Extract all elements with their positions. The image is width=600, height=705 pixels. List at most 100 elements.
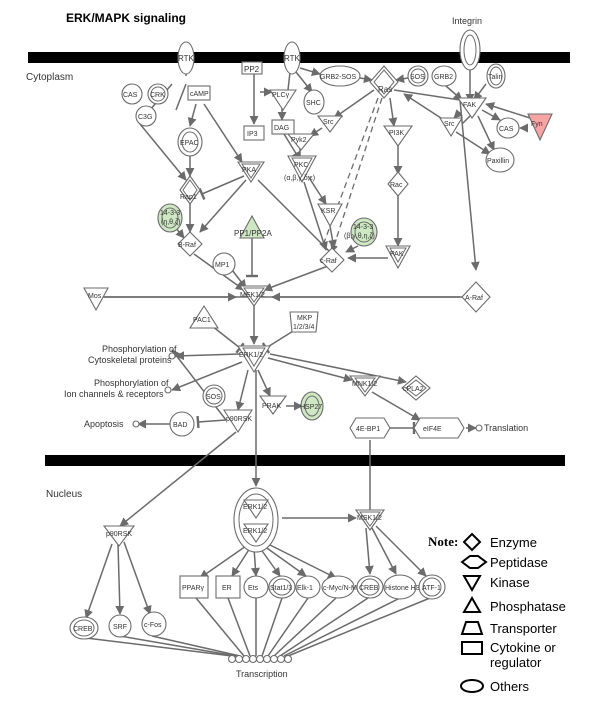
- node-14-3-3-a[interactable]: 14-3-3 (η,θ,ζ): [157, 203, 183, 233]
- node-histone-h3[interactable]: Histone H3: [383, 574, 420, 600]
- node-p90rsk[interactable]: p90RSK: [222, 409, 254, 434]
- node-4e-bp1[interactable]: 4E-BP1: [349, 417, 391, 439]
- node-grb2-sos[interactable]: GRB2-SOS: [319, 65, 361, 87]
- node-mkp[interactable]: MKP 1/2/3/4: [289, 311, 319, 333]
- node-srf[interactable]: SRF: [108, 614, 132, 638]
- node-rtk-1[interactable]: RTK: [177, 41, 195, 75]
- node-camp[interactable]: cAMP: [187, 85, 211, 101]
- transcription-node[interactable]: Transcription: [227, 654, 293, 680]
- svg-text:CAS: CAS: [499, 126, 514, 133]
- node-creb-2[interactable]: CREB: [356, 575, 384, 599]
- node-creb-1[interactable]: CREB: [69, 616, 99, 640]
- node-talin[interactable]: Talin: [486, 63, 506, 89]
- node-integrin[interactable]: Integrin: [452, 16, 482, 71]
- node-rap1[interactable]: Rap1: [179, 175, 201, 205]
- node-14-3-3-b[interactable]: 14-3-3 (β,γ,θ,η,ζ): [344, 217, 378, 247]
- node-sos[interactable]: SOS: [407, 65, 429, 87]
- node-pka[interactable]: PKA: [236, 161, 266, 184]
- node-pac1[interactable]: PAC1: [188, 304, 220, 329]
- node-mek1-2[interactable]: MEK1/2: [238, 285, 270, 307]
- svg-text:PKA: PKA: [242, 167, 256, 174]
- node-dag[interactable]: DAG: [271, 119, 295, 135]
- node-grb2[interactable]: GRB2: [431, 65, 457, 87]
- node-shc[interactable]: SHC: [303, 89, 325, 115]
- node-fyn[interactable]: Fyn: [527, 113, 553, 142]
- node-pp1-pp2a[interactable]: PP1/PP2A: [234, 214, 272, 239]
- svg-text:FAK: FAK: [463, 102, 477, 109]
- node-rtk-2[interactable]: RTK: [283, 41, 301, 75]
- svg-text:CAS: CAS: [123, 92, 138, 99]
- svg-text:CREB: CREB: [73, 626, 93, 633]
- node-c-myc[interactable]: c-Myc/N-Myc: [321, 575, 364, 599]
- svg-text:Paxillin: Paxillin: [487, 158, 509, 165]
- node-rac[interactable]: Rac: [387, 171, 409, 197]
- svg-text:Translation: Translation: [484, 423, 528, 433]
- node-stat1-3[interactable]: Stat1/3: [268, 575, 296, 599]
- node-ets[interactable]: Ets: [243, 575, 269, 599]
- svg-text:c-Myc/N-Myc: c-Myc/N-Myc: [323, 585, 364, 592]
- node-epac[interactable]: EPAC: [177, 127, 203, 157]
- node-fak[interactable]: FAK: [456, 97, 488, 119]
- node-mp1[interactable]: MP1: [212, 252, 236, 276]
- svg-text:Histone H3: Histone H3: [385, 585, 420, 592]
- node-plcg[interactable]: PLCγ: [268, 89, 298, 112]
- node-prak[interactable]: PRAK: [258, 395, 288, 415]
- node-pyk2[interactable]: Pyk2: [286, 133, 316, 151]
- node-pp2[interactable]: PP2: [241, 61, 263, 75]
- node-msk1-2[interactable]: MSK1/2: [354, 509, 386, 531]
- legend: Note: Enzyme Peptidase Kinase Phosphatas…: [428, 532, 566, 694]
- node-c-raf[interactable]: c-Raf: [319, 247, 345, 273]
- node-c-fos[interactable]: c-Fos: [141, 611, 167, 637]
- node-cas-1[interactable]: CAS: [121, 83, 143, 105]
- node-erk1-2-complex[interactable]: ERK1/2 ERK1/2: [233, 487, 279, 553]
- svg-text:PRAK: PRAK: [262, 403, 281, 410]
- pathway-edges: [84, 67, 531, 657]
- node-mos[interactable]: Mos: [83, 287, 109, 312]
- svg-text:MEK1/2: MEK1/2: [240, 292, 265, 299]
- node-a-raf[interactable]: A-Raf: [461, 281, 491, 313]
- node-pak[interactable]: PAK: [385, 245, 411, 270]
- svg-text:ATF-1: ATF-1: [422, 585, 441, 592]
- node-p90rsk-nucleus[interactable]: p90RSK: [102, 525, 136, 547]
- node-c3g[interactable]: C3G: [135, 105, 157, 127]
- svg-text:c-Raf: c-Raf: [320, 258, 337, 265]
- svg-text:ERK1/2: ERK1/2: [243, 528, 267, 535]
- node-src-1[interactable]: Src: [316, 115, 344, 133]
- node-erk1-2[interactable]: ERK1/2: [237, 345, 271, 374]
- svg-text:Phosphorylation of: Phosphorylation of: [94, 378, 169, 388]
- node-cas-2[interactable]: CAS: [496, 117, 520, 139]
- svg-text:HSP27: HSP27: [300, 404, 322, 411]
- svg-text:Ion channels & receptors: Ion channels & receptors: [64, 389, 164, 399]
- node-src-2[interactable]: Src: [439, 117, 463, 138]
- node-pkc[interactable]: PKC (α,β,γ,δ,ε): [284, 155, 317, 184]
- svg-text:EPAC: EPAC: [180, 140, 199, 147]
- node-ip3[interactable]: IP3: [243, 125, 265, 141]
- node-elk-1[interactable]: Elk-1: [295, 575, 321, 599]
- node-sos-2[interactable]: SOS: [202, 384, 226, 408]
- node-b-raf[interactable]: B-Raf: [177, 231, 203, 257]
- svg-text:Others: Others: [490, 679, 530, 694]
- svg-text:Stat1/3: Stat1/3: [270, 585, 292, 592]
- svg-text:PLCγ: PLCγ: [272, 92, 290, 99]
- node-paxillin[interactable]: Paxillin: [485, 147, 515, 173]
- node-eif4e[interactable]: eIF4E: [413, 417, 465, 439]
- diagram-title: ERK/MAPK signaling: [66, 11, 186, 25]
- node-hsp27[interactable]: HSP27: [300, 391, 324, 421]
- node-ksr[interactable]: KSR: [317, 203, 343, 228]
- node-er[interactable]: ER: [215, 575, 241, 599]
- svg-text:Phosphorylation of: Phosphorylation of: [102, 344, 177, 354]
- legend-phosphatase: Phosphatase: [462, 595, 566, 614]
- node-cpla2[interactable]: cPLA2: [401, 375, 431, 401]
- svg-text:DAG: DAG: [274, 125, 289, 132]
- legend-others: Others: [460, 679, 530, 694]
- node-ras[interactable]: Ras: [369, 65, 399, 99]
- node-bad[interactable]: BAD: [169, 411, 195, 437]
- node-crk[interactable]: CRK: [147, 83, 169, 105]
- node-atf-1[interactable]: ATF-1: [418, 574, 446, 600]
- node-ppar-gamma[interactable]: PPARγ: [179, 575, 209, 599]
- svg-text:Ets: Ets: [248, 585, 259, 592]
- svg-text:PP1/PP2A: PP1/PP2A: [234, 229, 272, 238]
- node-mnk1-2[interactable]: MNK1/2: [348, 375, 382, 397]
- svg-text:MSK1/2: MSK1/2: [357, 515, 382, 522]
- node-pi3k[interactable]: PI3K: [382, 125, 414, 147]
